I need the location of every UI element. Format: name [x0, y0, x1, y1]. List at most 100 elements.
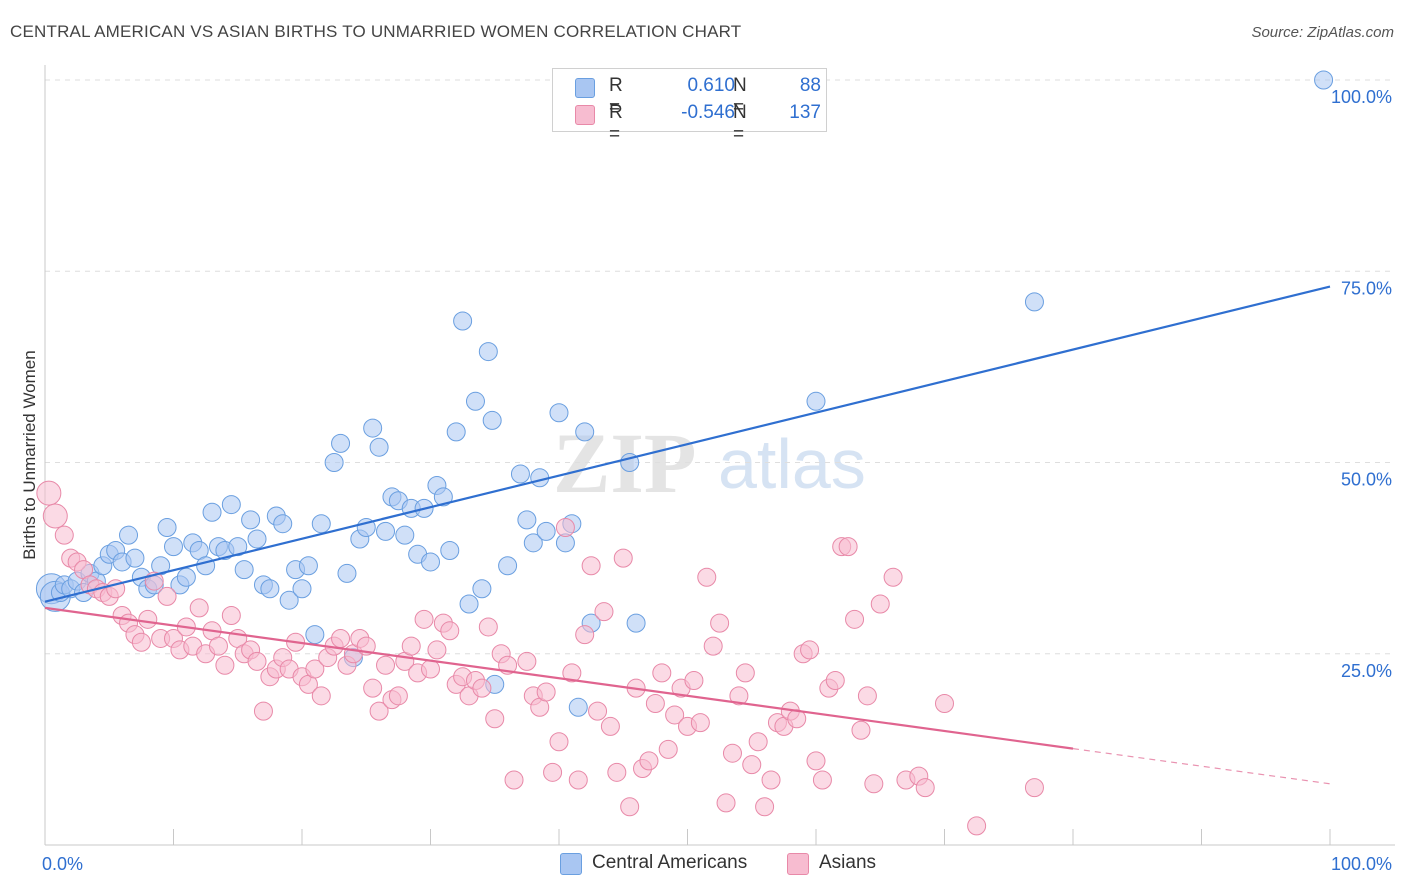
point-asian: [806, 751, 826, 771]
x-tick-label-min: 0.0%: [42, 854, 83, 874]
trend-line-asians-extension: [1072, 748, 1331, 785]
legend-r-label: R =: [609, 75, 623, 118]
point-asian: [189, 598, 209, 618]
legend-n-value: 88: [799, 75, 821, 96]
point-asian: [36, 480, 62, 506]
bottom-legend-label: Central Americans: [592, 852, 748, 873]
point-asian: [665, 705, 685, 725]
point-asian: [658, 739, 678, 759]
legend-n-label: N =: [733, 75, 747, 118]
point-central-american: [176, 567, 196, 587]
y-tick-label: 25.0%: [1341, 661, 1392, 681]
point-asian: [588, 701, 608, 721]
legend-r-value: 0.610: [687, 75, 735, 96]
point-asian: [967, 816, 987, 836]
point-asian: [812, 770, 832, 790]
point-central-american: [119, 525, 139, 545]
point-asian: [742, 755, 762, 775]
point-central-american: [376, 521, 396, 541]
point-asian: [755, 797, 775, 817]
point-central-american: [465, 391, 485, 411]
point-asian: [613, 548, 633, 568]
point-asian: [620, 797, 640, 817]
legend-swatch-blue: [575, 78, 595, 98]
legend-n-value: 137: [789, 102, 821, 123]
point-asian: [575, 625, 595, 645]
point-central-american: [324, 453, 344, 472]
trend-lines: [44, 285, 1331, 785]
point-central-american: [536, 521, 556, 541]
watermark-atlas: atlas: [718, 425, 866, 503]
point-asian: [363, 678, 383, 698]
point-central-american: [247, 529, 267, 549]
point-central-american: [164, 537, 183, 557]
point-asian: [401, 636, 421, 656]
point-asian: [800, 640, 820, 660]
point-asian: [735, 663, 755, 683]
point-central-american: [260, 579, 280, 599]
y-tick-label: 50.0%: [1341, 470, 1392, 490]
point-central-american: [311, 514, 331, 534]
point-asian: [311, 686, 331, 706]
point-asian: [607, 762, 627, 782]
point-central-american: [549, 403, 569, 423]
point-central-american: [125, 548, 145, 568]
bottom-legend-label: Asians: [819, 852, 877, 873]
legend-r-label: R =: [609, 102, 623, 145]
point-asian: [838, 537, 858, 557]
point-asian: [478, 617, 498, 637]
point-asian: [748, 732, 768, 752]
point-central-american: [221, 495, 241, 515]
chart-title: CENTRAL AMERICAN VS ASIAN BIRTHS TO UNMA…: [10, 22, 742, 41]
point-asian: [690, 713, 710, 733]
point-central-american: [241, 510, 261, 530]
point-central-american: [196, 556, 216, 576]
point-asian: [1024, 778, 1044, 798]
point-central-american: [446, 422, 466, 442]
point-asian: [883, 567, 903, 587]
point-asian: [157, 586, 177, 606]
point-asian: [761, 770, 781, 790]
point-central-american: [440, 540, 460, 560]
point-central-american: [298, 556, 318, 576]
point-central-american: [279, 590, 299, 610]
point-asian: [562, 663, 582, 683]
point-central-american: [331, 433, 351, 453]
point-central-american: [1024, 292, 1044, 312]
point-asian: [543, 762, 563, 782]
point-asian: [825, 671, 845, 691]
point-central-american: [433, 487, 453, 507]
point-asian: [935, 693, 954, 713]
point-asian: [472, 678, 492, 698]
point-asian: [427, 640, 447, 660]
point-asian: [549, 732, 569, 752]
point-central-american: [482, 410, 502, 430]
point-asian: [247, 651, 267, 671]
point-central-american: [478, 342, 498, 362]
point-central-american: [626, 613, 646, 633]
point-central-american: [395, 525, 415, 545]
point-central-american: [806, 391, 826, 411]
data-points: [35, 70, 1334, 836]
correlation-legend: R = 0.610 N = 88 R = -0.546 N = 137: [552, 68, 827, 145]
point-asian: [851, 720, 871, 740]
chart-source: Source: ZipAtlas.com: [1251, 24, 1394, 41]
bottom-legend-swatch-blue: [560, 853, 582, 875]
point-central-american: [337, 563, 357, 583]
point-central-american: [157, 518, 177, 538]
y-tick-label: 100.0%: [1331, 87, 1392, 107]
legend-n-label: N =: [733, 102, 747, 145]
point-central-american: [568, 697, 588, 717]
point-central-american: [523, 533, 543, 553]
y-axis-label: Births to Unmarried Women: [20, 350, 39, 560]
point-central-american: [363, 418, 383, 438]
point-asian: [684, 671, 704, 691]
point-central-american: [453, 311, 473, 331]
axes: [44, 65, 1395, 846]
point-central-american: [472, 579, 492, 599]
point-asian: [857, 686, 877, 706]
point-asian: [568, 770, 588, 790]
legend-swatch-pink: [575, 105, 595, 125]
point-central-american: [273, 514, 293, 534]
